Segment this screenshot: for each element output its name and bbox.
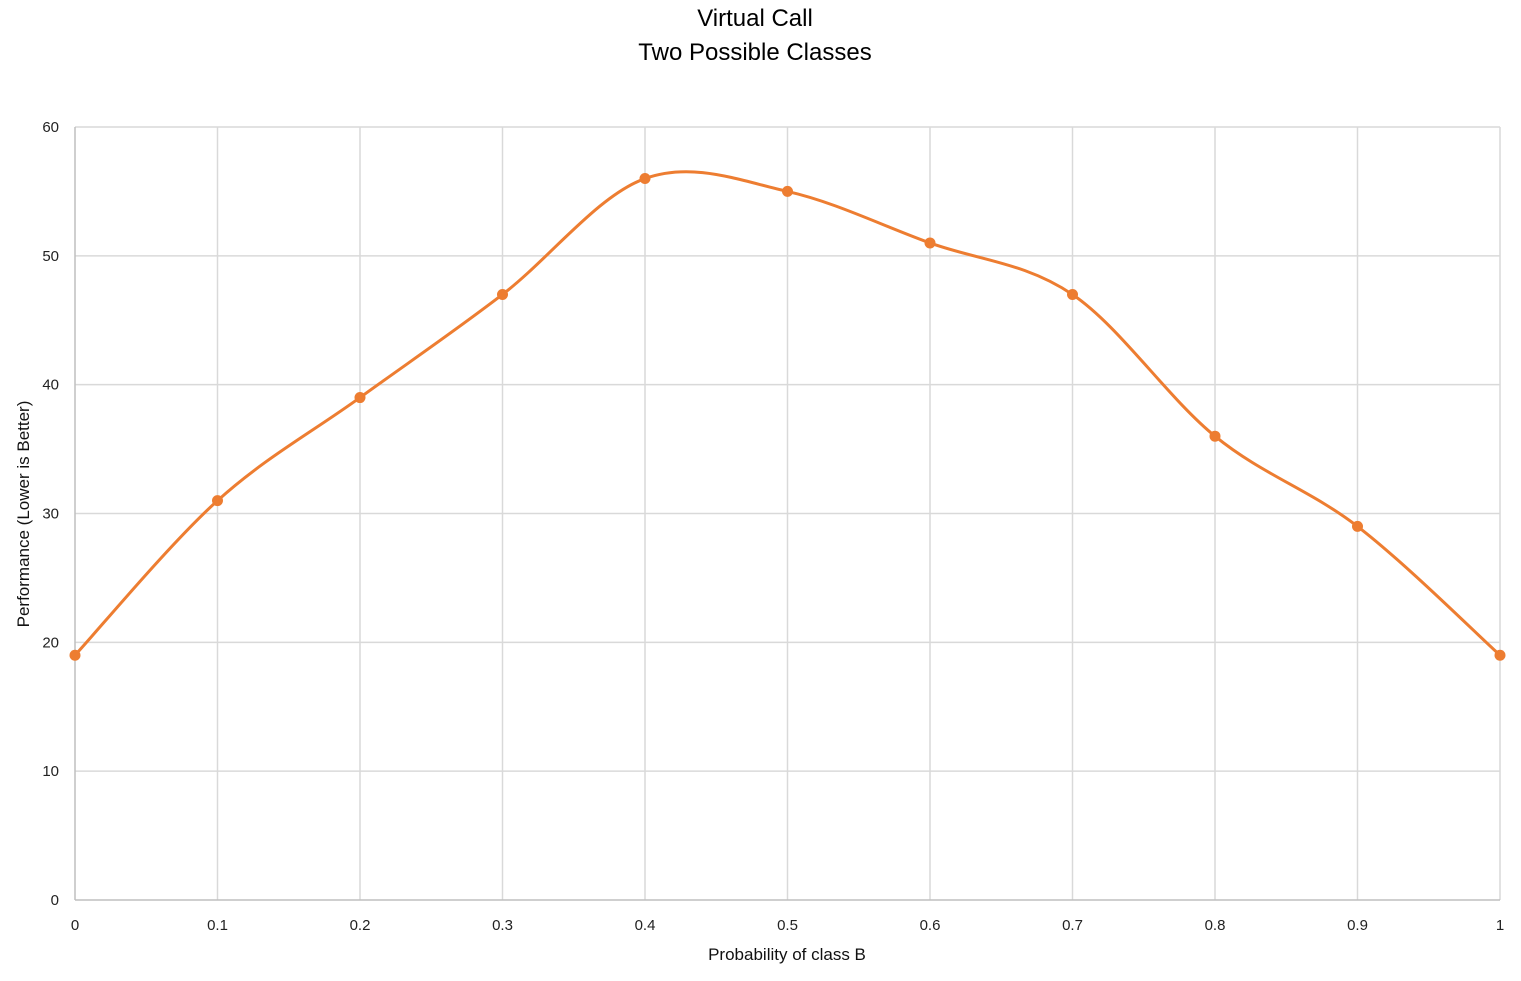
chart-title-line-2: Two Possible Classes: [638, 39, 871, 66]
data-point: [782, 185, 793, 197]
x-tick-label: 0.5: [777, 917, 798, 934]
data-point: [354, 392, 366, 404]
y-tick-label: 30: [42, 506, 59, 523]
chart-title-line-1: Virtual Call: [697, 5, 813, 32]
x-tick-label: 0.4: [635, 917, 656, 934]
y-tick-label: 60: [42, 119, 59, 136]
x-tick-label: 0.3: [492, 917, 513, 934]
x-tick-label: 0.7: [1062, 917, 1083, 934]
data-point: [1067, 288, 1078, 300]
x-tick-label: 0.1: [207, 917, 228, 934]
x-axis-title: Probability of class B: [708, 945, 866, 964]
data-point: [924, 237, 936, 249]
x-tick-label: 0.9: [1347, 917, 1368, 934]
y-tick-label: 10: [42, 763, 59, 780]
y-axis-title: Performance (Lower is Better): [14, 401, 33, 628]
y-tick-label: 50: [42, 248, 59, 265]
y-tick-label: 40: [42, 377, 59, 394]
data-point: [497, 288, 508, 300]
x-tick-label: 1: [1496, 917, 1504, 934]
x-tick-label: 0.6: [920, 917, 941, 934]
data-point: [1352, 520, 1363, 532]
data-point: [212, 495, 223, 507]
y-tick-label: 20: [42, 634, 59, 651]
data-point: [69, 649, 81, 661]
y-tick-label: 0: [51, 892, 59, 909]
grid: [75, 126, 1501, 900]
axes: [74, 127, 1500, 901]
x-tick-label: 0.8: [1205, 917, 1226, 934]
data-point: [639, 173, 651, 185]
data-point: [1494, 649, 1506, 661]
x-tick-label: 0.2: [350, 917, 371, 934]
data-point: [1209, 430, 1221, 442]
tick-labels: 0 10 20 30 40 50 60 0 0.1 0.2 0.3 0.4 0.5 0.6 0.7 0.8 0.…: [42, 119, 1504, 934]
series-layer: [69, 170, 1506, 661]
x-tick-label: 0: [71, 917, 79, 934]
